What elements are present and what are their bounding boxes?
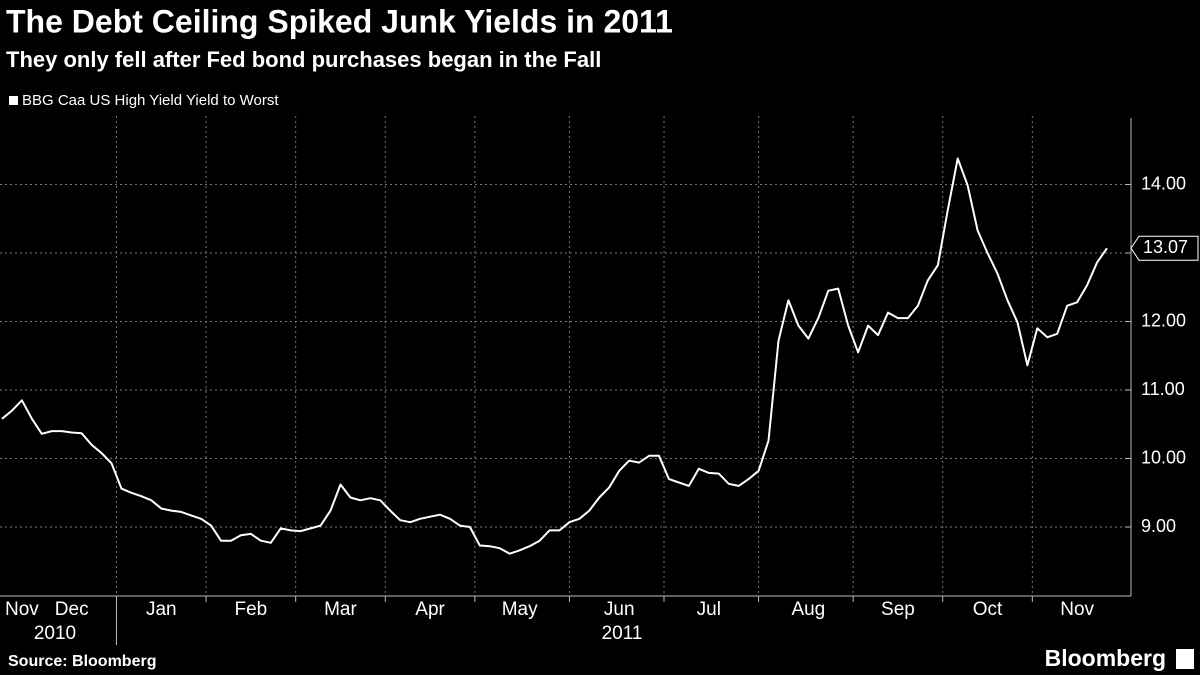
year-label: 2011 <box>602 623 643 644</box>
x-tick-label: Oct <box>973 599 1003 620</box>
x-tick-label: May <box>502 599 538 620</box>
x-tick-label: Apr <box>415 599 445 620</box>
x-tick-label: Jan <box>146 599 177 620</box>
chart-title: The Debt Ceiling Spiked Junk Yields in 2… <box>6 3 673 39</box>
x-tick-label: Mar <box>324 599 357 620</box>
y-tick-label: 9.00 <box>1141 516 1176 536</box>
last-value-label: 13.07 <box>1143 237 1188 257</box>
x-tick-label: Nov <box>1060 599 1094 620</box>
x-tick-label: Dec <box>55 599 89 620</box>
year-label: 2010 <box>34 623 76 644</box>
series-line <box>1 157 1108 555</box>
x-tick-label: Jun <box>604 599 635 620</box>
y-tick-label: 12.00 <box>1141 310 1186 330</box>
y-tick-label: 14.00 <box>1141 173 1186 193</box>
x-tick-label: Aug <box>791 599 825 620</box>
source: Source: Bloomberg <box>8 653 156 670</box>
x-tick-label: Feb <box>234 599 267 620</box>
brand-icon <box>1176 649 1194 669</box>
last-value-box <box>1130 235 1199 261</box>
legend-label: BBG Caa US High Yield Yield to Worst <box>22 92 279 109</box>
brand: Bloomberg <box>1045 645 1166 671</box>
y-tick-label: 10.00 <box>1141 447 1186 467</box>
x-tick-label: Sep <box>881 599 915 620</box>
legend-swatch <box>9 96 18 105</box>
x-tick-label: Jul <box>697 599 721 620</box>
chart-subtitle: They only fell after Fed bond purchases … <box>6 47 601 72</box>
x-tick-label: Nov <box>5 599 39 620</box>
y-tick-label: 11.00 <box>1141 379 1185 399</box>
